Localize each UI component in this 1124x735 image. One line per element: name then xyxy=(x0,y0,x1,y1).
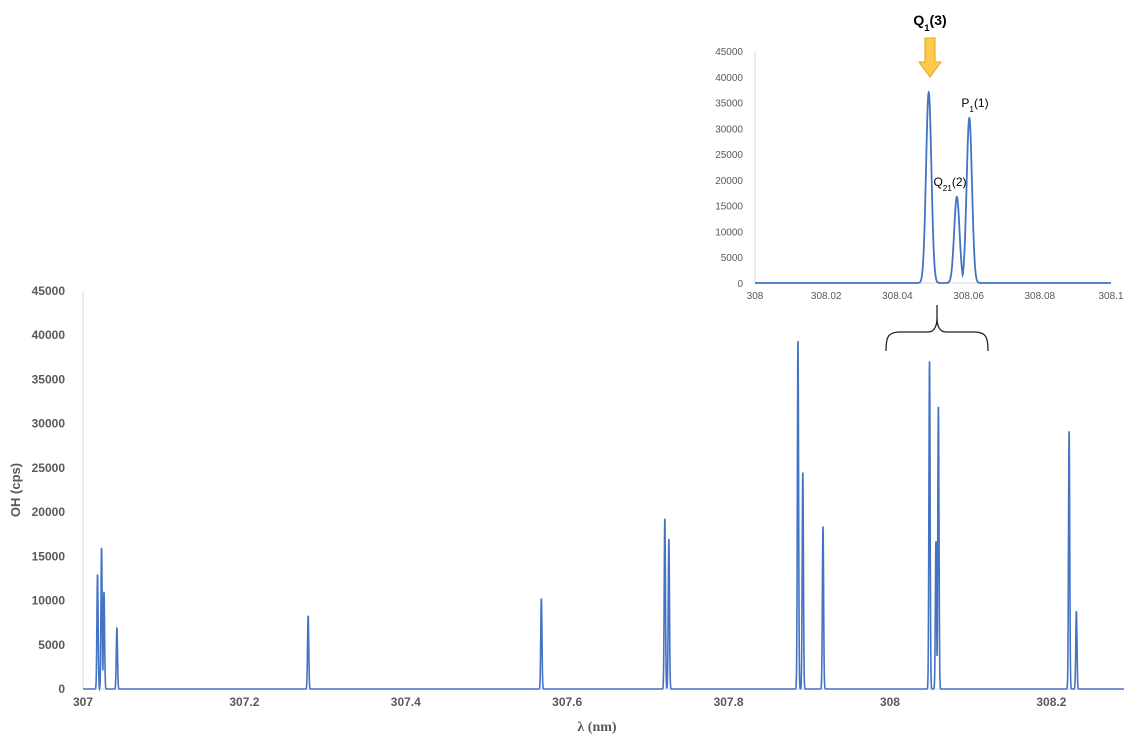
main-x-tick-label: 307.2 xyxy=(229,695,259,709)
inset-y-tick-labels: 0 5000 10000 15000 20000 25000 30000 35000 40000… xyxy=(715,47,743,290)
main-x-tick-labels: 307 307.2 307.4 307.6 307.8 308 308.2 xyxy=(73,695,1067,709)
inset-y-tick-label: 5000 xyxy=(721,253,744,264)
main-y-tick-label: 45000 xyxy=(32,284,66,298)
main-chart: 0 5000 10000 15000 20000 25000 30000 35000 40000… xyxy=(8,284,1124,735)
inset-series-line xyxy=(755,90,1111,284)
annotation-main-text: P xyxy=(961,96,969,110)
main-x-tick-label: 307.8 xyxy=(714,695,744,709)
zoom-bracket xyxy=(885,305,989,352)
main-x-tick-label: 307.4 xyxy=(391,695,421,709)
main-x-tick-label: 308.2 xyxy=(1036,695,1066,709)
main-x-tick-label: 308 xyxy=(880,695,900,709)
inset-y-tick-label: 40000 xyxy=(715,73,743,84)
main-y-tick-label: 15000 xyxy=(32,549,66,563)
annotation-q1-3: Q1(3) xyxy=(913,12,946,34)
inset-y-tick-label: 45000 xyxy=(715,47,743,58)
annotation-p1-1: P1(1) xyxy=(961,96,988,114)
main-y-tick-label: 35000 xyxy=(32,372,66,386)
main-y-tick-labels: 0 5000 10000 15000 20000 25000 30000 35000 40000… xyxy=(32,284,66,696)
main-y-tick-label: 20000 xyxy=(32,505,66,519)
inset-y-tick-label: 20000 xyxy=(715,176,743,187)
annotation-subscript: 21 xyxy=(943,184,953,193)
main-series-line xyxy=(83,341,1124,692)
q1-arrow-icon xyxy=(918,37,942,78)
main-y-tick-label: 25000 xyxy=(32,461,66,475)
inset-x-tick-label: 308.1 xyxy=(1098,291,1123,302)
main-y-axis-title: OH (cps) xyxy=(8,463,23,517)
inset-x-tick-label: 308 xyxy=(747,291,764,302)
inset-y-tick-label: 35000 xyxy=(715,99,743,110)
annotation-main-text: Q xyxy=(913,12,924,28)
inset-y-tick-label: 30000 xyxy=(715,124,743,135)
annotation-tail-text: (3) xyxy=(930,12,947,28)
inset-chart: 0 5000 10000 15000 20000 25000 30000 35000 40000… xyxy=(715,12,1124,302)
main-y-tick-label: 10000 xyxy=(32,594,66,608)
main-y-tick-label: 40000 xyxy=(32,328,66,342)
inset-x-tick-label: 308.06 xyxy=(953,291,984,302)
annotation-subscript: 1 xyxy=(969,105,974,114)
main-x-axis-title: λ (nm) xyxy=(577,720,616,735)
inset-x-tick-label: 308.04 xyxy=(882,291,913,302)
main-y-tick-label: 0 xyxy=(58,682,65,696)
main-x-tick-label: 307 xyxy=(73,695,93,709)
inset-x-tick-label: 308.02 xyxy=(811,291,842,302)
annotation-subscript: 1 xyxy=(924,23,930,34)
main-y-tick-label: 30000 xyxy=(32,417,66,431)
inset-y-tick-label: 0 xyxy=(737,279,743,290)
inset-y-tick-label: 15000 xyxy=(715,202,743,213)
annotation-tail-text: (2) xyxy=(952,175,967,189)
annotation-q21-2: Q21(2) xyxy=(933,175,966,193)
inset-x-tick-labels: 308 308.02 308.04 308.06 308.08 308.1 xyxy=(747,291,1124,302)
inset-x-tick-label: 308.08 xyxy=(1025,291,1056,302)
inset-y-tick-label: 25000 xyxy=(715,150,743,161)
main-y-tick-label: 5000 xyxy=(38,638,65,652)
annotation-main-text: Q xyxy=(933,175,942,189)
inset-y-tick-label: 10000 xyxy=(715,227,743,238)
annotation-tail-text: (1) xyxy=(974,96,989,110)
main-x-tick-label: 307.6 xyxy=(552,695,582,709)
